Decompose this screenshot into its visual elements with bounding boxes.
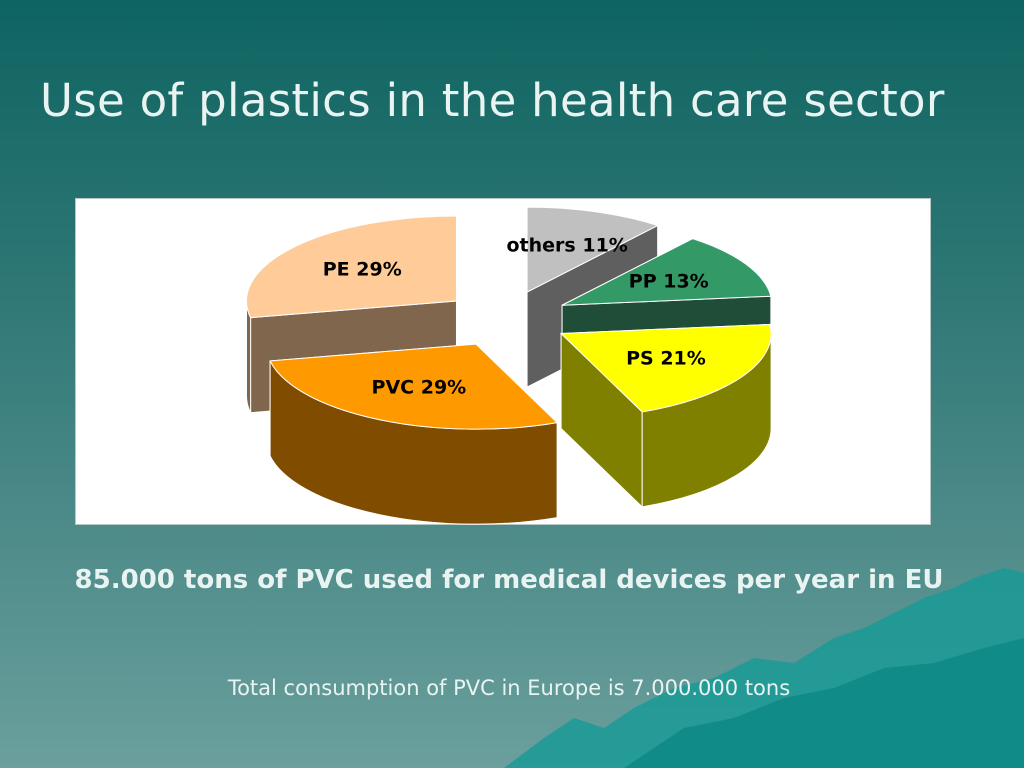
footnote: Total consumption of PVC in Europe is 7.… (227, 676, 791, 700)
slice-label-ps: PS 21% (626, 348, 706, 370)
slice-label-others: others 11% (507, 235, 628, 257)
pie-slice-pp-top (561, 238, 772, 306)
slice-label-pe: PE 29% (323, 259, 402, 281)
pie-slice-pe-top (246, 215, 457, 319)
slice-label-pvc: PVC 29% (372, 377, 467, 399)
pie-chart: others 11%PP 13% PS 21% PVC 29% PE 29% (245, 206, 772, 525)
pie-slice-pe-rim (245, 300, 252, 413)
page-title: Use of plastics in the health care secto… (40, 74, 945, 127)
subtitle: 85.000 tons of PVC used for medical devi… (74, 565, 944, 595)
pie-slice-others-top (526, 206, 659, 293)
pie-slice-ps-top (559, 323, 772, 413)
pie-slice-ps (559, 323, 772, 509)
pie-slice-pvc-top (269, 343, 559, 430)
pie-slice-pvc (269, 342, 559, 525)
chart-area: others 11% PP 13% PS 21% PVC 29% PE 29% (75, 198, 931, 525)
mountain-decoration (504, 568, 1024, 768)
slice-label-pp: PP 13% (629, 270, 709, 292)
